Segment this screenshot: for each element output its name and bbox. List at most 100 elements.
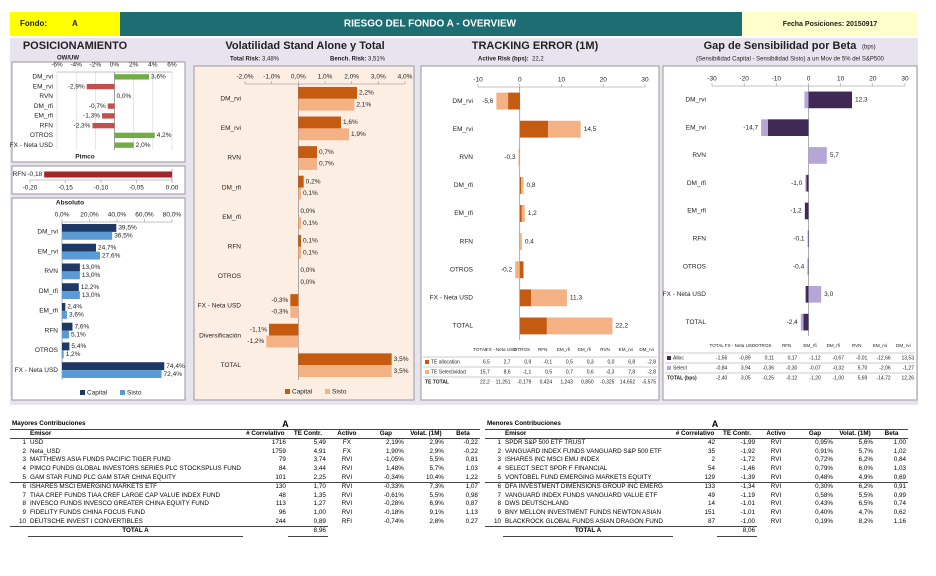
x-tick-label: 0,0% (55, 212, 70, 219)
bar (62, 223, 117, 232)
table-cell: 3,05 (741, 375, 751, 381)
total-label: 11,3 (570, 295, 583, 302)
column-header: Beta (445, 429, 480, 440)
table-cell: 6,2% (858, 456, 873, 464)
table-row-label: Select (673, 365, 688, 371)
value-label: -2,3% (73, 122, 90, 129)
table-cell: -12,66 (876, 355, 890, 361)
table-cell: RVI (770, 508, 782, 516)
bar (114, 132, 155, 139)
total-label: 22,2 (615, 323, 628, 330)
table-cell: BNY MELLON INVESTMENT FUNDS NEWTON ASIAN (505, 508, 662, 516)
table-cell: -0,07 (809, 365, 821, 371)
table-cell: 5 (22, 473, 26, 481)
table-cell: 0,79% (815, 464, 833, 472)
table-cell: 10,4% (426, 473, 444, 481)
table-cell: 0,81 (465, 456, 478, 464)
legend-swatch (425, 370, 429, 374)
table-cell: -0,33% (365, 482, 406, 492)
category-label: FX - Neta USD (663, 291, 707, 298)
value-label: 0,2% (306, 178, 321, 185)
table-cell: 1,07 (445, 482, 480, 492)
bar (62, 271, 80, 280)
table-cell: PIMCO FUNDS GLOBAL INVESTORS SERIES PLC … (30, 464, 241, 472)
spacer (757, 420, 908, 430)
table-cell: 42 (707, 439, 715, 447)
category-label: RVN (44, 268, 58, 275)
total-label: -2,4 (787, 319, 799, 326)
category-label: DM_rfi (454, 182, 473, 189)
value-label: -1,3% (83, 113, 100, 120)
table-cell: 151 (704, 508, 715, 516)
table-cell: RVI (341, 500, 353, 508)
table-cell: -0,3 (606, 369, 615, 375)
x-tick-label: 0 (518, 77, 522, 84)
column-header: Emisor (503, 429, 673, 440)
x-tick-label: -4% (70, 62, 82, 69)
bar-segment (806, 174, 809, 192)
table-cell: 8,6 (504, 369, 511, 375)
category-label: FX - Neta USD (430, 295, 474, 302)
bar (62, 251, 100, 260)
table-row: 9 FIDELITY FUNDS CHINA FOCUS FUND 96 1,00 RV… (10, 509, 480, 518)
value-label: 1,9% (351, 131, 366, 138)
x-tick-label: 6% (167, 62, 177, 69)
table-cell: -1,34 (717, 482, 757, 492)
table-cell: TIAA CREF FUNDS TIAA CREF LARGE CAP VALU… (30, 491, 220, 499)
table-cell: -0,74% (383, 517, 404, 525)
table-row-label: TE allocation (431, 359, 460, 365)
spacer (485, 526, 503, 537)
table-cell: 1,02 (893, 447, 906, 455)
category-label: RVN (692, 152, 706, 159)
table-cell: ISHARES INC MSCI EMU INDEX (505, 456, 600, 464)
value-label: 5,1% (71, 331, 86, 338)
legend-swatch (120, 390, 125, 395)
fund: A (72, 19, 78, 28)
bar-segment (519, 233, 522, 251)
total-label: -14,7 (743, 124, 758, 131)
column-header: Activo (757, 429, 795, 440)
table-row: 10 DEUTSCHE INVEST I CONVERTIBLES 244 0,89 R… (10, 518, 480, 527)
category-label: EM_rvi (33, 83, 53, 90)
table-cell: 3,94 (741, 365, 751, 371)
table-cell: SPDR S&P 500 ETF TRUST (505, 439, 586, 447)
table-cell: 6,2% (835, 482, 875, 492)
table-cell: RVI (327, 482, 366, 492)
table-header: EM_rfi (803, 343, 816, 348)
category-label: EM_rfi (454, 210, 473, 217)
value-label: 74,4% (166, 363, 185, 370)
category-label: DM_rvi (37, 229, 58, 236)
table-header: DM_rvi (639, 347, 654, 352)
value-label: -1,2% (247, 338, 264, 345)
table-cell: 0,850 (581, 379, 594, 385)
category-label: OTROS (450, 266, 474, 273)
bar (92, 122, 115, 129)
table-cell: 2,7 (504, 359, 511, 365)
total-label: 5,7 (830, 152, 839, 159)
table-header: EM_rfi (557, 347, 570, 352)
table-cell: 48 (278, 491, 286, 499)
x-tick-label: -30 (707, 76, 717, 83)
note-label: Bench. Risk: (330, 57, 366, 63)
table-row-label: TOTAL (bps) (667, 375, 697, 381)
x-tick-label: 60,0% (135, 212, 154, 219)
table-cell: 4,91 (313, 447, 326, 455)
total-label: TOTAL A (28, 526, 243, 537)
table-cell: RVI (770, 464, 782, 472)
table-header: FX - Neta USD (725, 343, 756, 348)
bar (298, 98, 355, 111)
column-header: TE Contr. (287, 429, 328, 440)
category-label: EM_rfi (222, 214, 241, 221)
value-label: 2,4% (67, 304, 82, 311)
table-cell: RVI (341, 464, 353, 472)
header-date: Fecha Posiciones: 20150917 (783, 21, 878, 28)
bar (62, 291, 80, 300)
column-header: # Correlativo (673, 429, 717, 440)
table-row: 5 GAM STAR FUND PLC GAM STAR CHINA EQUITY… (10, 474, 480, 483)
value-label: 3,6% (151, 74, 166, 81)
category-label: DM_rfi (687, 180, 706, 187)
table-cell: DFA INVESTMENT DIMENSIONS GROUP INC EMER… (503, 482, 673, 492)
table-cell: 0,74 (893, 500, 906, 508)
